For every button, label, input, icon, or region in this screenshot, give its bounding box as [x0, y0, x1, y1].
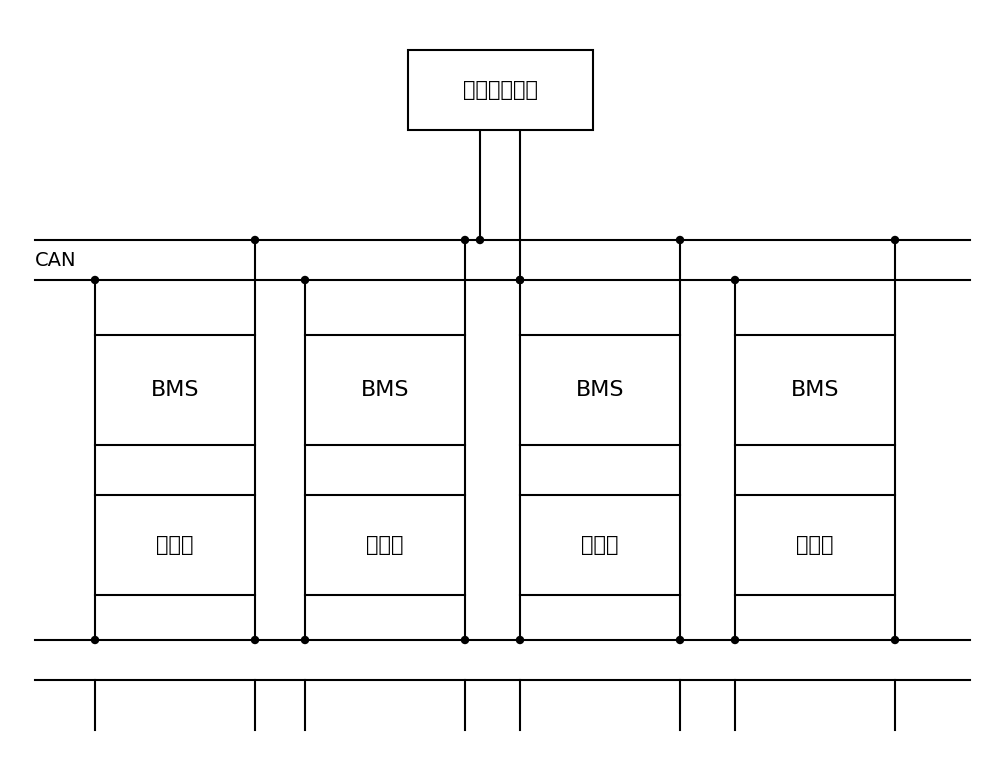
- Circle shape: [462, 637, 468, 644]
- Circle shape: [516, 637, 524, 644]
- Circle shape: [892, 236, 898, 243]
- Circle shape: [732, 637, 738, 644]
- Circle shape: [92, 276, 98, 283]
- Bar: [408, 50, 592, 130]
- Circle shape: [302, 637, 308, 644]
- Text: BMS: BMS: [151, 380, 199, 400]
- Text: BMS: BMS: [576, 380, 624, 400]
- Circle shape: [516, 276, 524, 283]
- Text: 双向变流设备: 双向变流设备: [462, 80, 538, 100]
- Text: CAN: CAN: [35, 250, 76, 270]
- Bar: [305, 495, 465, 595]
- Bar: [735, 335, 895, 445]
- Circle shape: [516, 276, 524, 283]
- Circle shape: [732, 276, 738, 283]
- Text: BMS: BMS: [791, 380, 839, 400]
- Bar: [305, 335, 465, 445]
- Circle shape: [252, 236, 258, 243]
- Circle shape: [92, 637, 98, 644]
- Bar: [95, 495, 255, 595]
- Circle shape: [477, 236, 484, 243]
- Text: 电池包: 电池包: [156, 535, 194, 555]
- Bar: [95, 335, 255, 445]
- Circle shape: [892, 637, 898, 644]
- Bar: [735, 495, 895, 595]
- Circle shape: [462, 236, 468, 243]
- Circle shape: [676, 236, 684, 243]
- Circle shape: [676, 637, 684, 644]
- Bar: [520, 495, 680, 595]
- Circle shape: [252, 637, 258, 644]
- Text: 电池包: 电池包: [366, 535, 404, 555]
- Text: 电池包: 电池包: [796, 535, 834, 555]
- Circle shape: [302, 276, 308, 283]
- Bar: [520, 335, 680, 445]
- Text: 电池包: 电池包: [581, 535, 619, 555]
- Text: BMS: BMS: [361, 380, 409, 400]
